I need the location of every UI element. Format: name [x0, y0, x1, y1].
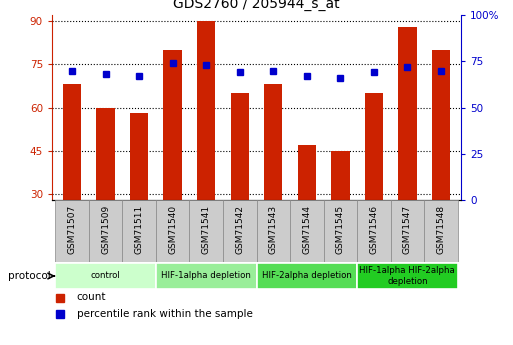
Text: HIF-2alpha depletion: HIF-2alpha depletion: [262, 272, 352, 280]
Text: GSM71546: GSM71546: [369, 205, 378, 254]
Text: count: count: [76, 293, 106, 303]
Text: GSM71544: GSM71544: [302, 205, 311, 254]
Bar: [156, 200, 189, 262]
Bar: [123, 200, 156, 262]
Text: GSM71545: GSM71545: [336, 205, 345, 254]
Bar: [264, 85, 283, 200]
Bar: [324, 200, 357, 262]
Bar: [424, 200, 458, 262]
Text: GSM71547: GSM71547: [403, 205, 412, 254]
Bar: [55, 200, 89, 262]
Bar: [130, 113, 148, 200]
Bar: [390, 200, 424, 262]
Title: GDS2760 / 205944_s_at: GDS2760 / 205944_s_at: [173, 0, 340, 11]
Text: GSM71540: GSM71540: [168, 205, 177, 254]
Bar: [63, 85, 82, 200]
Bar: [256, 263, 357, 289]
Bar: [223, 200, 256, 262]
Text: HIF-1alpha HIF-2alpha
depletion: HIF-1alpha HIF-2alpha depletion: [360, 266, 455, 286]
Text: GSM71509: GSM71509: [101, 205, 110, 254]
Bar: [164, 50, 182, 200]
Text: GSM71543: GSM71543: [269, 205, 278, 254]
Text: control: control: [91, 272, 121, 280]
Text: GSM71511: GSM71511: [135, 205, 144, 254]
Bar: [197, 21, 215, 200]
Bar: [230, 93, 249, 200]
Text: GSM71541: GSM71541: [202, 205, 211, 254]
Bar: [189, 200, 223, 262]
Bar: [96, 108, 115, 200]
Text: GSM71548: GSM71548: [437, 205, 445, 254]
Bar: [290, 200, 324, 262]
Bar: [331, 151, 349, 200]
Text: GSM71507: GSM71507: [68, 205, 76, 254]
Text: HIF-1alpha depletion: HIF-1alpha depletion: [161, 272, 251, 280]
Bar: [365, 93, 383, 200]
Bar: [357, 200, 390, 262]
Text: protocol: protocol: [8, 271, 50, 281]
Bar: [55, 263, 156, 289]
Bar: [357, 263, 458, 289]
Bar: [431, 50, 450, 200]
Bar: [89, 200, 123, 262]
Text: percentile rank within the sample: percentile rank within the sample: [76, 309, 252, 319]
Text: GSM71542: GSM71542: [235, 205, 244, 254]
Bar: [398, 27, 417, 200]
Bar: [298, 145, 316, 200]
Bar: [256, 200, 290, 262]
Bar: [156, 263, 256, 289]
